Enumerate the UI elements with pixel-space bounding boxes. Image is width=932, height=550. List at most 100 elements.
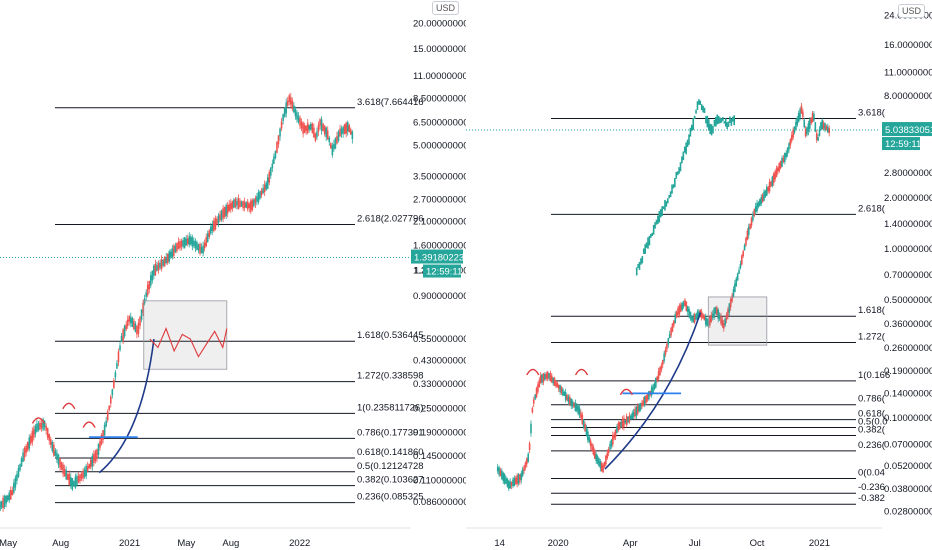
left-chart-pane[interactable]: 20.000000000 15.000000000 11.000000000 8.50… <box>0 0 466 550</box>
candle-body <box>23 447 26 458</box>
candle-body <box>709 316 711 326</box>
left-chart-svg[interactable]: 20.000000000 15.000000000 11.000000000 8.50… <box>0 0 466 550</box>
candle-body <box>526 458 528 465</box>
candle-body <box>585 428 588 436</box>
time-tick-label: May <box>177 538 195 549</box>
right-chart-pane[interactable]: 24.00000000016.00000000011.0000000008.00… <box>466 0 932 550</box>
top-arc-marker <box>82 421 96 428</box>
time-tick-label: Oct <box>750 538 765 549</box>
candle-body <box>738 269 740 274</box>
candle-body <box>501 470 503 480</box>
candle-body <box>337 131 340 141</box>
candle-body <box>663 353 665 361</box>
candle-body <box>703 316 706 321</box>
candle-body <box>280 121 283 129</box>
left-currency-label[interactable]: USD <box>432 1 460 15</box>
candle-body <box>159 262 161 268</box>
countdown-tag <box>882 137 920 151</box>
candle-body <box>591 443 593 451</box>
candle-body <box>249 200 252 212</box>
candle-body <box>668 334 671 339</box>
candle-body <box>802 111 804 118</box>
candle-body <box>814 122 817 132</box>
candle-body <box>16 474 18 481</box>
candle-body <box>538 379 541 387</box>
price-tick-label: 15.000000000 <box>413 44 466 55</box>
candle-body <box>213 220 215 232</box>
time-tick-label: 2020 <box>548 538 569 549</box>
candle-body <box>760 197 763 205</box>
candle-body <box>722 323 725 329</box>
candle-body <box>26 441 29 451</box>
candle-body <box>133 320 135 330</box>
candle-body <box>631 412 634 419</box>
candle-body <box>788 143 790 150</box>
current-price-value: 5.03833051 <box>885 125 932 136</box>
candle-body <box>587 431 589 441</box>
candle-body <box>293 105 295 113</box>
candle-body <box>537 384 539 392</box>
candle-body <box>53 444 55 456</box>
candle-body <box>276 141 278 153</box>
candle-body <box>546 371 549 379</box>
right-currency-label[interactable]: USD <box>898 4 926 18</box>
candle-body <box>779 160 782 169</box>
candle-body <box>824 123 826 131</box>
candle-body <box>256 196 258 202</box>
candle-body <box>506 478 509 487</box>
candle-body <box>176 242 178 251</box>
candle-body <box>314 133 317 141</box>
candle-body <box>259 191 261 199</box>
candle-body <box>655 378 657 388</box>
candle-body <box>531 408 534 413</box>
candle-body <box>182 239 184 247</box>
candle-body <box>99 441 101 448</box>
candle-body <box>512 479 514 487</box>
candle-body <box>605 455 607 465</box>
candle-body <box>717 309 720 319</box>
candle-body <box>612 435 614 445</box>
candle-body <box>664 349 667 355</box>
candle-body <box>188 236 191 245</box>
candle-body <box>643 396 646 406</box>
candle-body <box>749 223 751 229</box>
candle-body <box>625 416 628 426</box>
candle-body <box>820 122 822 130</box>
candle-body <box>711 313 714 318</box>
candle-body <box>752 214 754 221</box>
fib-level-label: 0.618( <box>858 409 886 420</box>
candle-body <box>582 419 585 428</box>
price-tick-label: 0.145000000 <box>413 451 466 462</box>
candle-body <box>45 426 47 431</box>
candle-body <box>51 441 54 452</box>
candle-body <box>580 412 582 418</box>
candle-body <box>759 199 761 207</box>
candle-body <box>817 137 819 141</box>
candle-body <box>288 95 291 102</box>
candle-body <box>123 325 126 337</box>
candle-body <box>206 233 209 243</box>
candle-body <box>641 402 643 407</box>
candle-body <box>34 425 37 435</box>
candle-body <box>685 301 688 311</box>
candle-body <box>571 401 574 407</box>
candle-body <box>505 477 507 484</box>
candle-body <box>319 119 321 126</box>
candle-body <box>236 200 238 206</box>
candle-body <box>771 176 774 186</box>
right-chart-svg[interactable]: 24.00000000016.00000000011.0000000008.00… <box>466 0 932 550</box>
candle-body <box>602 465 604 473</box>
candle-body <box>242 200 244 209</box>
candle-body <box>799 109 801 118</box>
candle-body <box>174 245 177 253</box>
candle-body <box>43 420 46 428</box>
candle-body <box>197 244 200 251</box>
candle-body <box>42 419 44 430</box>
candle-body <box>22 452 24 462</box>
candle-body <box>575 405 578 411</box>
price-tick-label: 0.550000000 <box>413 334 466 345</box>
time-tick-label: Jul <box>689 538 701 549</box>
candle-body <box>603 461 606 467</box>
candle-body <box>530 423 532 434</box>
